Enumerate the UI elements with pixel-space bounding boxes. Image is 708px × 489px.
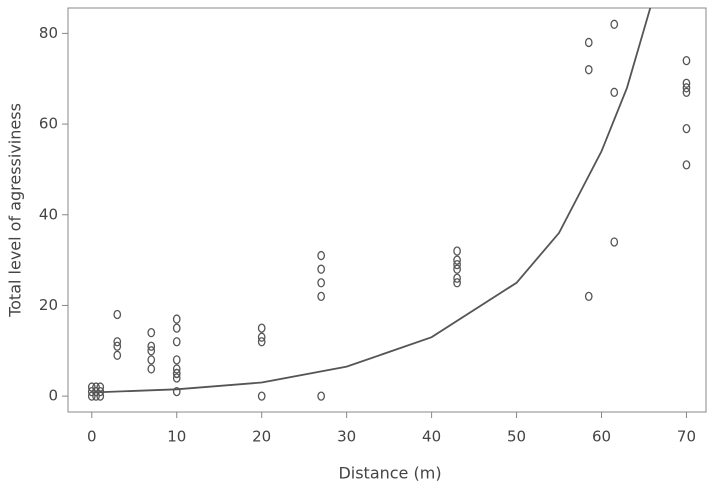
data-point (257, 337, 266, 347)
data-point (257, 391, 266, 401)
data-point (96, 382, 105, 392)
data-point (317, 278, 326, 288)
data-point (257, 332, 266, 342)
x-tick-label: 20 (252, 428, 271, 446)
x-tick-label: 50 (507, 428, 526, 446)
data-point (87, 382, 96, 392)
data-point (147, 364, 156, 374)
data-point (172, 355, 181, 365)
data-point (317, 391, 326, 401)
x-tick-label: 40 (422, 428, 441, 446)
data-point (147, 328, 156, 338)
data-point (453, 246, 461, 256)
x-tick-label: 0 (87, 428, 97, 446)
data-point (172, 337, 181, 347)
data-point (584, 65, 593, 75)
data-point (113, 341, 122, 351)
x-axis-title: Distance (m) (338, 464, 441, 483)
fit-curve (91, 8, 652, 394)
data-point (147, 355, 156, 365)
y-tick-label: 40 (39, 205, 58, 223)
data-point (584, 37, 593, 48)
data-point (682, 55, 691, 66)
data-point (682, 123, 691, 134)
data-point (317, 250, 326, 261)
data-point (682, 83, 691, 93)
data-point (113, 350, 122, 360)
data-point (113, 309, 122, 320)
data-point (147, 341, 156, 351)
data-point (172, 368, 181, 379)
data-point (317, 291, 326, 302)
data-point (172, 373, 181, 383)
data-point (92, 382, 100, 392)
data-point (172, 314, 181, 324)
plot-frame (67, 7, 707, 413)
x-tick-label: 30 (337, 428, 356, 446)
data-point (453, 255, 461, 265)
data-point (113, 337, 122, 347)
data-point (610, 237, 619, 247)
data-point (172, 323, 181, 333)
x-tick-label: 60 (592, 428, 611, 446)
data-point (453, 278, 461, 288)
y-tick-label: 80 (39, 24, 58, 42)
data-point (453, 264, 461, 274)
data-point (257, 323, 266, 333)
data-point (584, 291, 593, 302)
data-point (682, 160, 691, 170)
data-point (317, 264, 326, 274)
data-point (610, 87, 619, 97)
data-point (147, 346, 156, 356)
y-axis-title: Total level of agressiviness (6, 103, 25, 318)
x-tick-label: 10 (167, 428, 186, 446)
data-point (172, 364, 181, 374)
data-point (453, 273, 461, 283)
data-point (172, 386, 181, 397)
x-tick-label: 70 (677, 428, 696, 446)
y-tick-label: 20 (39, 296, 58, 314)
y-tick-label: 60 (39, 115, 58, 133)
data-point (453, 259, 461, 270)
data-point (682, 78, 691, 88)
data-point (682, 87, 691, 97)
y-tick-label: 0 (48, 387, 58, 405)
data-point (610, 19, 619, 29)
